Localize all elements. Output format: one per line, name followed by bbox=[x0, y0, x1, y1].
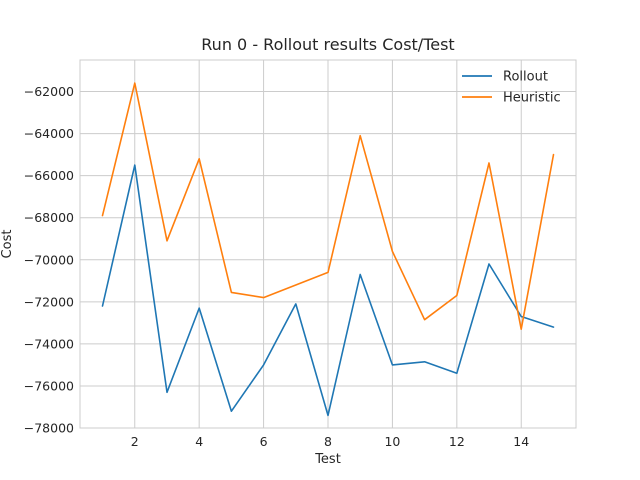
x-axis-label: Test bbox=[314, 452, 341, 467]
x-tick-label: 6 bbox=[260, 434, 268, 449]
y-axis-label: Cost bbox=[0, 230, 15, 259]
y-tick-label: −70000 bbox=[24, 252, 74, 267]
y-tick-label: −66000 bbox=[24, 168, 74, 183]
y-tick-label: −78000 bbox=[24, 421, 74, 436]
y-tick-label: −64000 bbox=[24, 126, 74, 141]
x-tick-label: 12 bbox=[449, 434, 465, 449]
x-tick-label: 8 bbox=[324, 434, 332, 449]
legend-label-heuristic: Heuristic bbox=[503, 91, 561, 106]
x-tick-label: 2 bbox=[131, 434, 139, 449]
chart-title: Run 0 - Rollout results Cost/Test bbox=[201, 35, 454, 54]
series-lines bbox=[101, 82, 555, 417]
x-tick-label: 14 bbox=[513, 434, 529, 449]
legend-label-rollout: Rollout bbox=[503, 70, 548, 85]
tick-labels: 2 4 6 8 10 12 14 −78000 −76000 −74000 −72000 −70000… bbox=[24, 84, 529, 449]
y-tick-label: −68000 bbox=[24, 210, 74, 225]
x-tick-label: 4 bbox=[195, 434, 203, 449]
y-tick-label: −62000 bbox=[24, 84, 74, 99]
series-line-heuristic bbox=[101, 82, 555, 331]
legend: Rollout Heuristic bbox=[462, 70, 561, 106]
y-tick-label: −76000 bbox=[24, 378, 74, 393]
x-tick-label: 10 bbox=[384, 434, 400, 449]
y-tick-label: −74000 bbox=[24, 336, 74, 351]
series-line-rollout bbox=[101, 164, 555, 417]
y-tick-label: −72000 bbox=[24, 294, 74, 309]
plot-frame bbox=[79, 59, 577, 429]
